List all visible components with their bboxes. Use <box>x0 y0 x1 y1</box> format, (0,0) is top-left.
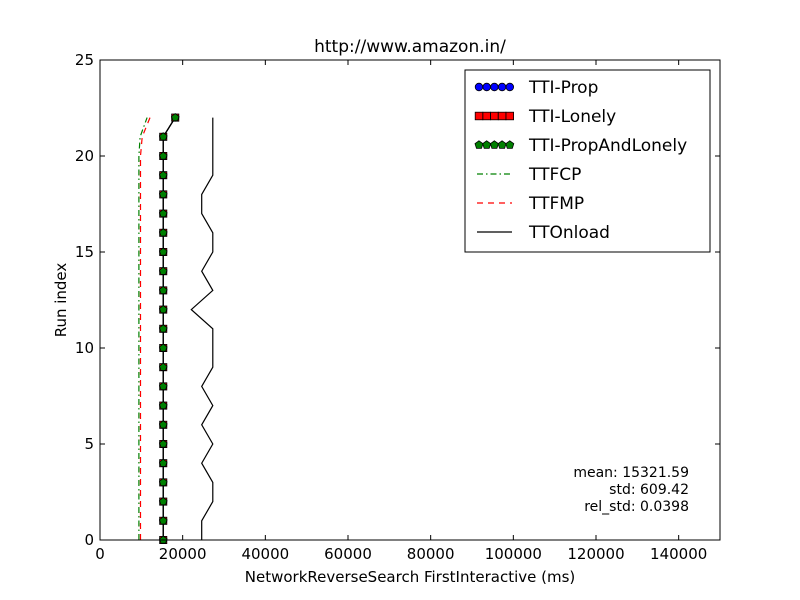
data-point <box>159 516 168 525</box>
ticks-layer: 0 20000 40000 60000 80000 100000 120000 140000 0… <box>75 51 720 563</box>
data-point <box>171 113 180 122</box>
legend-swatch-marker <box>474 140 484 149</box>
legend-swatch-marker <box>489 140 499 149</box>
y-tick-label: 10 <box>75 339 94 357</box>
y-tick-label: 0 <box>84 531 94 549</box>
y-tick-label: 5 <box>84 435 94 453</box>
plot-frame <box>99 59 721 541</box>
x-tick-label: 0 <box>95 545 105 563</box>
legend-swatch-marker <box>474 82 484 92</box>
data-point <box>159 458 168 467</box>
series-line-ttfmp <box>139 117 151 540</box>
series-layer <box>138 113 214 545</box>
y-tick-label: 15 <box>75 243 94 261</box>
data-point <box>159 151 168 160</box>
series-line-ttfcp <box>138 117 148 540</box>
series-tti-propandlonely <box>159 113 180 544</box>
data-point <box>159 209 168 218</box>
legend-swatch-marker <box>490 82 499 92</box>
data-point <box>159 477 168 487</box>
legend-swatch-marker <box>474 111 484 121</box>
legend-swatch-marker <box>482 82 491 92</box>
legend-label: TTFCP <box>528 165 581 185</box>
stat-line: mean: 15321.59 <box>573 465 689 481</box>
data-point <box>159 266 168 275</box>
legend-swatch-marker <box>497 140 507 149</box>
data-point <box>159 381 168 391</box>
legend-box <box>464 69 711 253</box>
data-point <box>159 439 168 448</box>
legend-swatch-marker <box>497 82 507 92</box>
legend-label: TTI-Lonely <box>528 107 616 127</box>
series-ttonload <box>190 117 214 540</box>
legend-swatch-marker <box>482 140 492 149</box>
data-point <box>159 189 168 199</box>
legend-swatch-marker <box>505 111 514 121</box>
legend: TTI-Prop TTI-Lonely TTI-PropAndLonely TTFCP… <box>464 69 711 253</box>
data-point <box>159 132 168 141</box>
legend-item: TTI-Lonely <box>474 107 616 127</box>
legend-label: TTFMP <box>528 194 584 214</box>
x-tick-label: 80000 <box>407 545 455 563</box>
series-ttfmp <box>139 117 151 540</box>
x-tick-label: 60000 <box>324 545 372 563</box>
x-tick-label: 40000 <box>241 545 289 563</box>
y-tick-label: 25 <box>75 51 94 69</box>
series-line-ttonload <box>190 117 214 540</box>
legend-label: TTI-PropAndLonely <box>528 136 687 156</box>
x-tick-label: 100000 <box>485 545 542 563</box>
legend-swatch-marker <box>497 111 507 121</box>
data-point <box>159 343 168 352</box>
legend-label: TTOnload <box>528 223 610 243</box>
data-point <box>159 285 168 295</box>
stat-line: rel_std: 0.0398 <box>584 499 689 515</box>
legend-item: TTFCP <box>477 165 581 185</box>
legend-item: TTI-PropAndLonely <box>474 136 687 156</box>
data-point <box>159 228 168 237</box>
legend-swatch-marker <box>482 111 491 121</box>
legend-swatch-marker <box>490 111 499 121</box>
data-point <box>159 401 168 410</box>
legend-swatch-marker <box>505 82 514 92</box>
data-point <box>159 420 168 429</box>
x-tick-label: 20000 <box>159 545 207 563</box>
data-point <box>159 170 168 179</box>
data-point <box>159 247 168 256</box>
chart-title: http://www.amazon.in/ <box>314 37 506 57</box>
legend-label: TTI-Prop <box>528 78 598 98</box>
series-ttfcp <box>138 117 148 540</box>
data-point <box>159 497 168 506</box>
data-point <box>159 362 168 371</box>
x-tick-label: 120000 <box>567 545 624 563</box>
stat-line: std: 609.42 <box>609 482 689 498</box>
x-tick-label: 140000 <box>650 545 707 563</box>
data-point <box>159 324 168 333</box>
y-tick-label: 20 <box>75 147 94 165</box>
x-axis-title: NetworkReverseSearch FirstInteractive (m… <box>245 568 576 586</box>
legend-item: TTOnload <box>477 223 610 243</box>
legend-item: TTI-Prop <box>474 78 598 98</box>
y-axis-title: Run index <box>52 263 70 338</box>
legend-item: TTFMP <box>477 194 584 214</box>
legend-swatch-marker <box>505 140 515 149</box>
data-point <box>159 305 168 314</box>
